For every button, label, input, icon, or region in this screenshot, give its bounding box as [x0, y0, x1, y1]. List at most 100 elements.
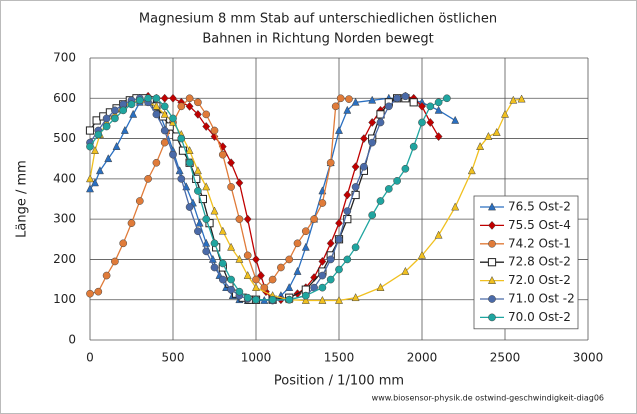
- y-tick-label: 400: [53, 171, 76, 185]
- marker: [384, 102, 393, 111]
- marker: [401, 92, 410, 101]
- marker: [202, 238, 211, 247]
- marker: [351, 97, 360, 106]
- marker: [177, 102, 186, 111]
- marker: [467, 166, 476, 175]
- marker: [318, 199, 327, 207]
- marker: [104, 154, 113, 163]
- y-tick-label: 500: [53, 131, 76, 145]
- marker: [243, 293, 252, 302]
- marker: [331, 102, 340, 111]
- marker: [318, 283, 327, 292]
- marker: [360, 162, 368, 171]
- marker: [359, 134, 368, 144]
- marker: [301, 227, 310, 236]
- marker: [500, 109, 510, 118]
- marker: [192, 174, 201, 183]
- marker: [218, 259, 227, 268]
- marker: [227, 183, 235, 191]
- marker: [86, 289, 94, 298]
- marker: [451, 202, 460, 211]
- x-axis-label: Position / 1/100 mm: [274, 374, 404, 389]
- x-tick-label: 1500: [324, 351, 355, 365]
- marker: [285, 295, 294, 304]
- marker: [376, 118, 385, 127]
- marker: [318, 256, 327, 266]
- marker: [384, 185, 393, 193]
- marker: [252, 254, 260, 264]
- legend-label: 72.0 Ost-2: [508, 273, 571, 287]
- marker: [434, 105, 443, 114]
- marker: [368, 211, 377, 219]
- y-tick-label: 700: [53, 51, 76, 65]
- marker: [517, 94, 526, 103]
- x-tick-label: 3000: [573, 351, 604, 365]
- marker: [218, 226, 227, 235]
- marker: [169, 93, 177, 103]
- marker: [251, 282, 261, 291]
- marker: [451, 115, 460, 124]
- marker: [198, 194, 207, 204]
- marker: [202, 122, 211, 131]
- marker: [252, 295, 260, 304]
- marker: [235, 215, 244, 223]
- marker: [417, 250, 427, 259]
- marker: [92, 116, 101, 125]
- y-tick-label: 300: [53, 212, 76, 226]
- marker: [235, 178, 244, 188]
- marker: [160, 126, 169, 135]
- marker: [318, 271, 327, 280]
- marker: [185, 203, 194, 211]
- marker: [194, 227, 202, 236]
- marker: [376, 282, 385, 291]
- marker: [368, 95, 377, 104]
- marker: [119, 106, 128, 115]
- legend-marker: [488, 295, 496, 303]
- marker: [443, 94, 451, 103]
- marker: [476, 141, 485, 150]
- marker: [85, 184, 95, 193]
- marker: [194, 187, 202, 195]
- marker: [86, 142, 94, 151]
- marker: [326, 238, 335, 248]
- marker: [243, 251, 252, 260]
- marker: [152, 94, 161, 103]
- marker: [484, 131, 493, 140]
- legend-marker: [487, 258, 497, 267]
- marker: [268, 295, 277, 304]
- marker: [235, 287, 244, 296]
- marker: [227, 242, 236, 251]
- marker: [193, 166, 202, 175]
- x-tick-label: 2000: [407, 351, 438, 365]
- marker: [185, 94, 194, 103]
- x-tick-label: 1000: [241, 351, 272, 365]
- marker: [165, 122, 174, 131]
- y-axis-label: Länge / mm: [15, 160, 30, 238]
- marker: [127, 100, 136, 109]
- marker: [418, 101, 426, 111]
- marker: [343, 190, 352, 200]
- marker: [178, 146, 188, 155]
- marker: [160, 138, 169, 147]
- marker: [434, 230, 443, 239]
- marker: [144, 175, 152, 183]
- marker: [509, 95, 518, 104]
- marker: [193, 109, 202, 119]
- marker: [210, 206, 219, 215]
- marker: [127, 219, 136, 228]
- marker: [135, 96, 144, 105]
- marker: [135, 197, 144, 205]
- marker: [318, 295, 327, 304]
- legend-label: 70.0 Ost-2: [508, 310, 571, 324]
- marker: [310, 273, 319, 283]
- marker: [301, 291, 310, 300]
- marker: [194, 98, 202, 107]
- marker: [277, 263, 285, 272]
- marker: [218, 150, 227, 159]
- marker: [227, 158, 236, 168]
- marker: [169, 150, 177, 159]
- marker: [94, 287, 103, 296]
- marker: [90, 178, 99, 187]
- marker: [120, 125, 129, 134]
